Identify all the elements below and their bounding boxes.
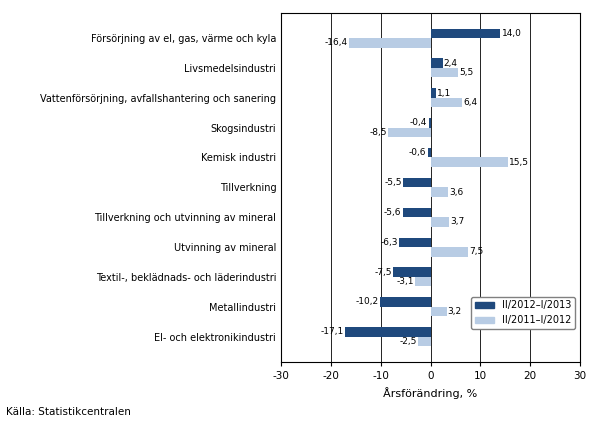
Bar — [431, 59, 443, 68]
Text: -5,6: -5,6 — [384, 208, 401, 217]
Bar — [399, 237, 431, 247]
Legend: II/2012–I/2013, II/2011–I/2012: II/2012–I/2013, II/2011–I/2012 — [471, 297, 575, 329]
Bar — [431, 88, 436, 98]
Bar — [402, 208, 431, 217]
Bar — [431, 307, 447, 316]
X-axis label: Årsförändring, %: Årsförändring, % — [383, 386, 478, 399]
Bar — [418, 337, 431, 346]
Bar — [388, 128, 431, 137]
Bar — [349, 38, 431, 48]
Text: 5,5: 5,5 — [459, 68, 474, 77]
Text: -5,5: -5,5 — [385, 178, 402, 187]
Text: 1,1: 1,1 — [437, 88, 451, 98]
Bar — [428, 148, 431, 157]
Text: 6,4: 6,4 — [463, 98, 478, 107]
Bar — [431, 247, 468, 257]
Bar — [431, 29, 501, 38]
Bar — [431, 98, 462, 107]
Text: -3,1: -3,1 — [396, 277, 414, 286]
Bar — [431, 157, 508, 167]
Text: -2,5: -2,5 — [399, 337, 417, 346]
Text: 3,2: 3,2 — [448, 307, 462, 316]
Bar — [380, 297, 431, 307]
Bar — [415, 277, 431, 286]
Bar — [429, 118, 431, 128]
Bar — [431, 68, 458, 77]
Text: 14,0: 14,0 — [502, 29, 521, 38]
Text: Källa: Statistikcentralen: Källa: Statistikcentralen — [6, 407, 131, 417]
Text: -0,4: -0,4 — [410, 118, 428, 128]
Text: 3,7: 3,7 — [450, 218, 465, 226]
Bar — [345, 327, 431, 337]
Text: -7,5: -7,5 — [374, 268, 392, 277]
Text: -17,1: -17,1 — [321, 328, 344, 336]
Text: 7,5: 7,5 — [469, 247, 483, 256]
Bar — [431, 187, 448, 197]
Bar — [403, 178, 431, 187]
Text: -0,6: -0,6 — [409, 148, 426, 157]
Text: -6,3: -6,3 — [380, 238, 398, 247]
Text: -10,2: -10,2 — [355, 298, 379, 306]
Text: 3,6: 3,6 — [450, 188, 464, 197]
Bar — [393, 267, 431, 277]
Bar — [431, 217, 449, 227]
Text: -16,4: -16,4 — [325, 38, 347, 47]
Text: 2,4: 2,4 — [444, 59, 457, 68]
Text: 15,5: 15,5 — [509, 158, 529, 167]
Text: -8,5: -8,5 — [370, 128, 387, 137]
